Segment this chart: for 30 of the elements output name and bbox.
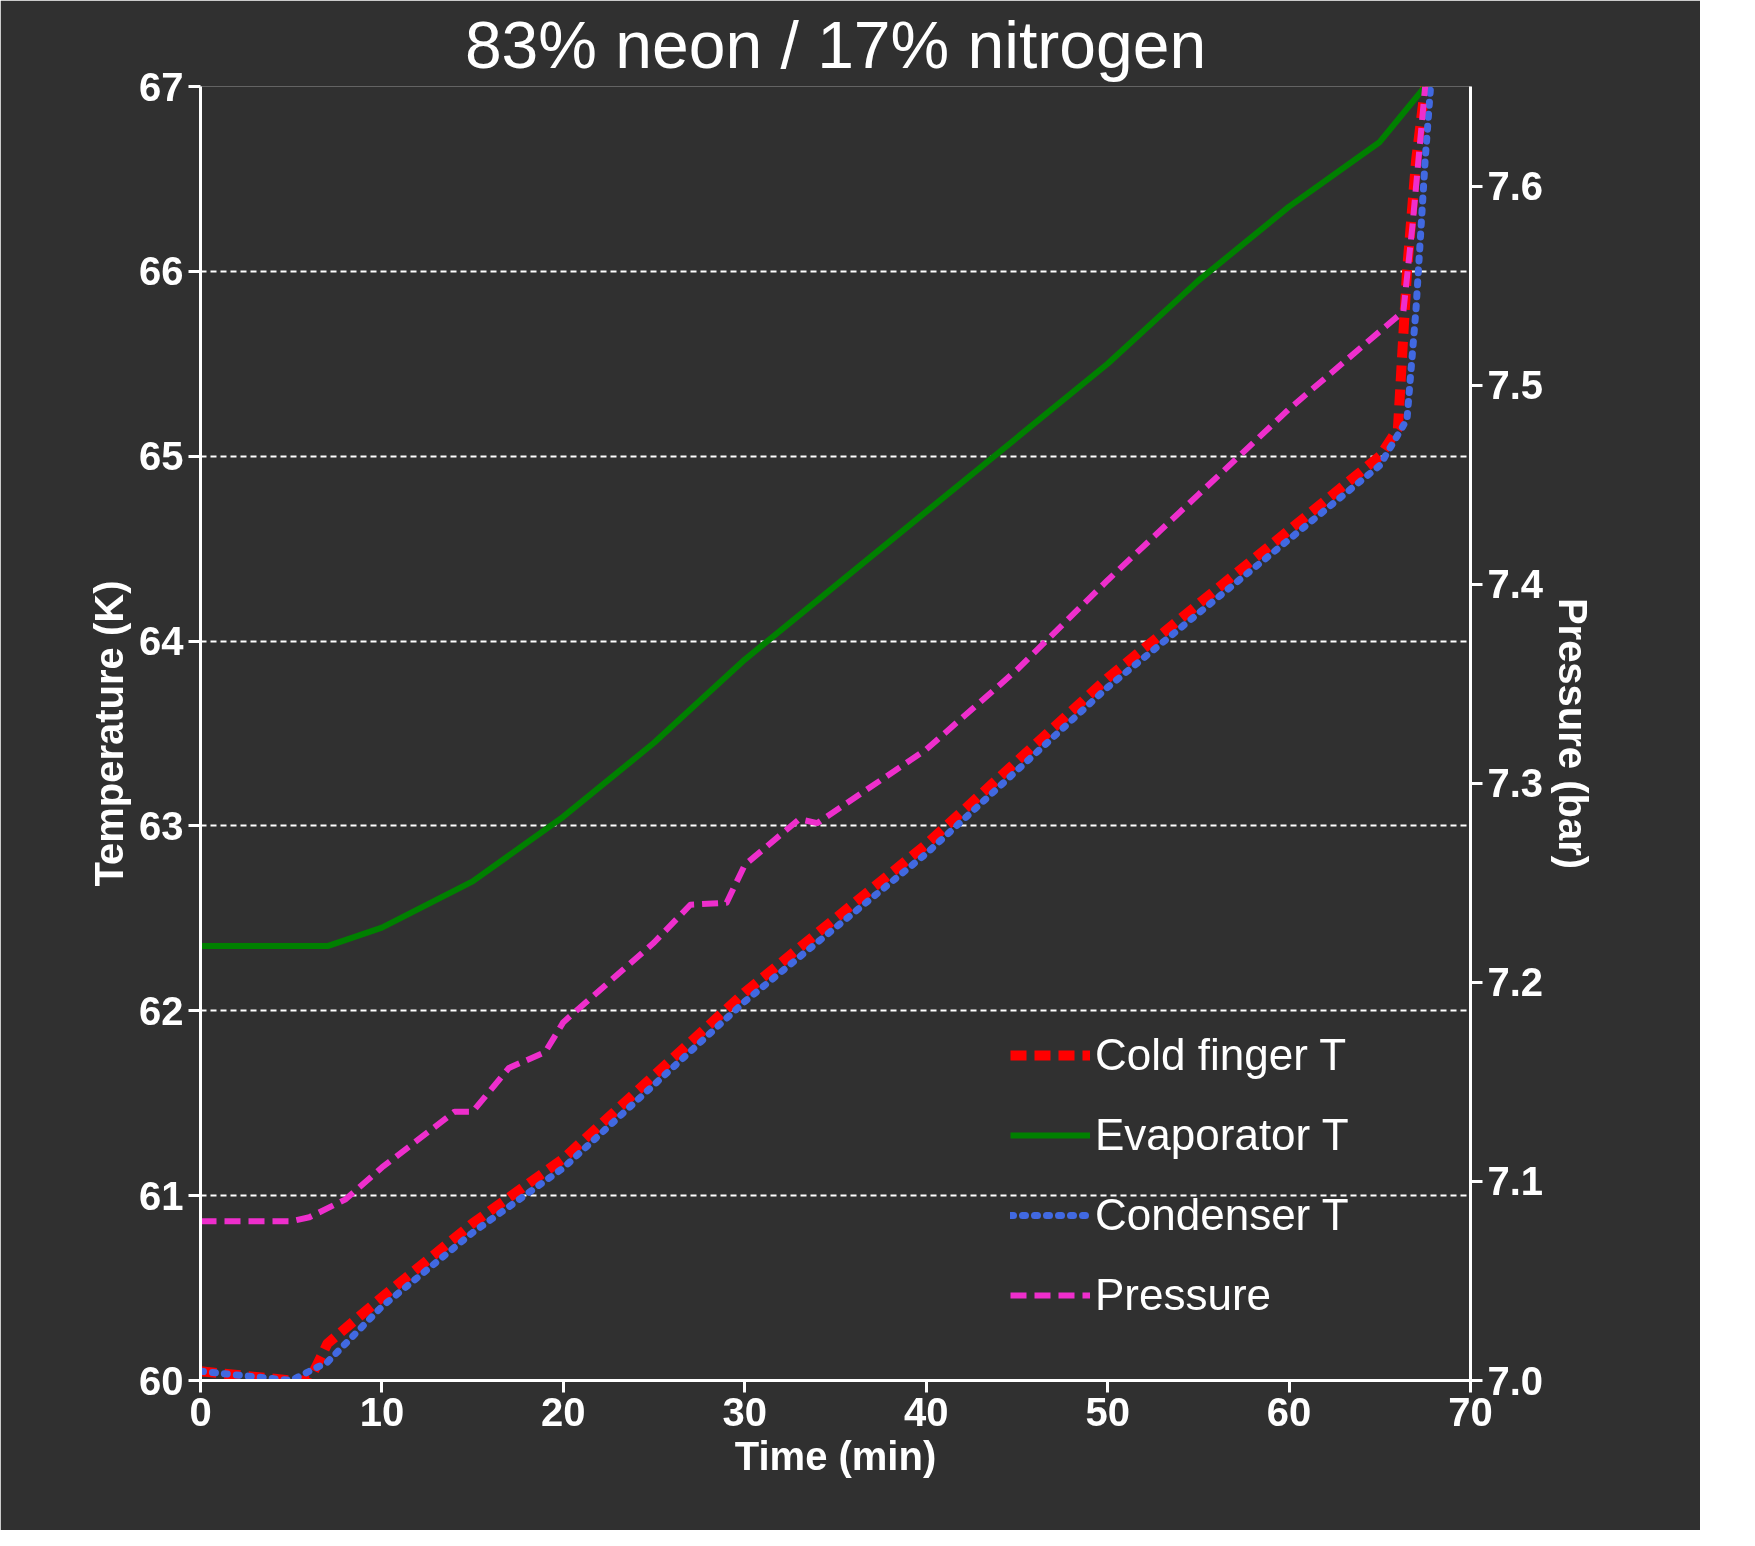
- x-tick-label: 60: [1266, 1389, 1312, 1434]
- y-tick-label: 64: [139, 619, 185, 664]
- legend-label: Cold finger T: [1095, 1030, 1347, 1080]
- x-tick-label: 50: [1085, 1389, 1130, 1434]
- x-tick-label: 70: [1448, 1389, 1493, 1434]
- x-tick-label: 30: [722, 1389, 768, 1434]
- y-tick-label: 62: [139, 988, 184, 1033]
- y2-tick-label: 7.1: [1487, 1159, 1544, 1204]
- x-tick-label: 20: [541, 1389, 586, 1434]
- x-tick-label: 0: [189, 1389, 212, 1434]
- legend-label: Pressure: [1095, 1270, 1272, 1320]
- y2-tick-label: 7.3: [1487, 761, 1544, 806]
- y-tick-label: 61: [139, 1173, 184, 1218]
- y-tick-label: 66: [139, 249, 184, 294]
- chart-title: 83% neon / 17% nitrogen: [464, 7, 1207, 82]
- x-tick-label: 10: [359, 1389, 405, 1434]
- y-axis-title: Temperature (K): [87, 580, 132, 887]
- legend-label: Condenser T: [1095, 1190, 1349, 1240]
- y2-tick-label: 7.5: [1487, 363, 1544, 408]
- y-tick-label: 60: [139, 1358, 184, 1403]
- x-axis-title: Time (min): [734, 1433, 937, 1478]
- y2-tick-label: 7.4: [1487, 562, 1544, 607]
- legend-label: Evaporator T: [1095, 1110, 1349, 1160]
- y-tick-label: 65: [139, 434, 184, 479]
- y2-axis-title: Pressure (bar): [1551, 597, 1596, 870]
- x-tick-label: 40: [903, 1389, 949, 1434]
- y2-tick-label: 7.6: [1487, 164, 1544, 209]
- y-tick-label: 67: [139, 64, 184, 109]
- y2-tick-label: 7.2: [1487, 960, 1544, 1005]
- y-tick-label: 63: [139, 803, 184, 848]
